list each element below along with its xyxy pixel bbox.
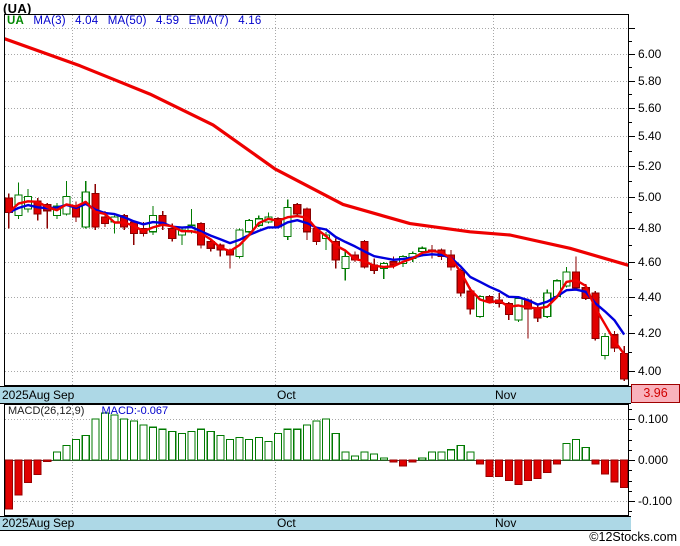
macd-value: MACD:-0.067	[101, 405, 169, 417]
axis-tick-label: 5.00	[638, 190, 662, 204]
axis-tick	[629, 41, 632, 42]
month-label: Oct	[277, 388, 296, 402]
axis-tick	[629, 352, 632, 353]
axis-tick	[629, 166, 635, 167]
axis-tick	[629, 151, 632, 152]
axis-tick	[629, 228, 635, 229]
axis-tick	[629, 197, 635, 198]
axis-tick-label: 0.100	[638, 412, 669, 426]
axis-tick-label: 4.80	[638, 221, 662, 235]
month-label: Oct	[277, 516, 296, 530]
footer-credit: ©12Stocks.com	[589, 530, 677, 544]
axis-tick	[629, 54, 635, 55]
macd-legend: MACD(26,12,9) MACD:-0.067	[8, 405, 168, 417]
axis-tick	[629, 122, 632, 123]
axis-tick-label: 5.80	[638, 74, 662, 88]
axis-tick-label: 5.20	[638, 159, 662, 173]
axis-tick	[629, 440, 632, 441]
page-title: (UA)	[3, 1, 32, 16]
ma3-value: 4.04	[75, 15, 99, 27]
axis-tick	[629, 419, 635, 420]
axis-tick	[629, 297, 635, 298]
macd-label: MACD(26,12,9)	[8, 405, 85, 417]
axis-tick	[629, 81, 635, 82]
axis-tick	[629, 460, 635, 461]
axis-tick	[629, 429, 632, 430]
axis-tick	[629, 94, 632, 95]
axis-tick	[629, 409, 632, 410]
month-label: Nov	[495, 388, 517, 402]
ma50-value: 4.59	[156, 15, 180, 27]
axis-tick	[629, 67, 632, 68]
indicator-legend: UA MA(3) 4.04 MA(50) 4.59 EMA(7) 4.16	[7, 15, 267, 27]
axis-tick	[629, 262, 635, 263]
axis-tick-label: 4.00	[638, 364, 662, 378]
axis-tick-label: 0.000	[638, 453, 669, 467]
axis-tick	[629, 212, 632, 213]
axis-tick	[629, 279, 632, 280]
ema7-value: 4.16	[238, 15, 262, 27]
year-month-label: 2025Aug	[2, 388, 51, 402]
axis-tick-label: 4.40	[638, 290, 662, 304]
axis-tick	[629, 511, 632, 512]
date-axis-main: 2025Aug Sep Oct Nov	[0, 386, 631, 404]
axis-tick	[629, 315, 632, 316]
axis-tick-label: 6.00	[638, 47, 662, 61]
last-price-tag: 3.96	[631, 384, 680, 403]
axis-tick	[629, 491, 632, 492]
macd-histogram-chart	[4, 404, 629, 516]
macd-axis: -0.100 0.000 0.100	[629, 404, 680, 516]
month-label: Nov	[495, 516, 517, 530]
axis-tick	[629, 181, 632, 182]
axis-tick	[629, 28, 635, 29]
axis-tick	[629, 450, 632, 451]
macd-pane: MACD(26,12,9) MACD:-0.067	[4, 404, 629, 516]
axis-tick	[629, 108, 635, 109]
axis-tick	[629, 470, 632, 471]
price-chart-pane: UA MA(3) 4.04 MA(50) 4.59 EMA(7) 4.16	[4, 14, 629, 386]
year-month-label: 2025Aug	[2, 516, 51, 530]
ma50-label: MA(50)	[107, 15, 147, 27]
ema7-label: EMA(7)	[188, 15, 229, 27]
axis-tick-label: 5.40	[638, 129, 662, 143]
axis-tick	[629, 136, 635, 137]
axis-tick	[629, 245, 632, 246]
price-axis: 4.00 4.20 4.40 4.60 4.80 5.00 5.20 5.40 5.60 5.80…	[629, 14, 680, 386]
axis-tick-label: 5.60	[638, 101, 662, 115]
axis-tick	[629, 371, 635, 372]
candlestick-chart	[4, 14, 629, 386]
axis-tick-label: 4.20	[638, 326, 662, 340]
ma3-label: MA(3)	[33, 15, 66, 27]
axis-tick-label: 4.60	[638, 255, 662, 269]
axis-tick	[629, 481, 632, 482]
ticker-symbol: UA	[7, 15, 25, 27]
axis-tick	[629, 333, 635, 334]
axis-tick	[629, 501, 635, 502]
date-axis-macd: 2025Aug Sep Oct Nov	[0, 516, 631, 531]
month-label: Sep	[53, 388, 75, 402]
month-label: Sep	[53, 516, 75, 530]
axis-tick-label: -0.100	[638, 494, 673, 508]
